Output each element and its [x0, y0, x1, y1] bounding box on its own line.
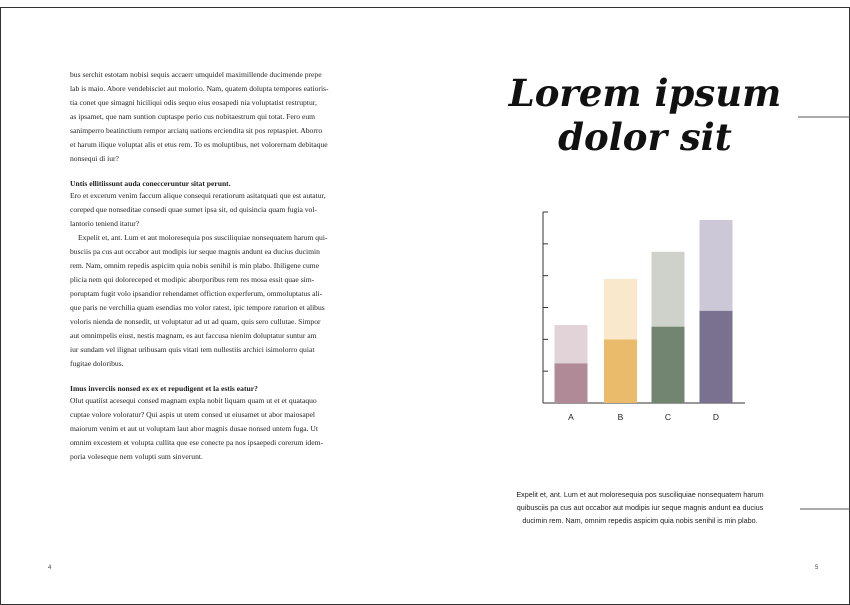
body-line: sanimperro beatinctium rempor arciatq ua… [70, 126, 322, 135]
x-tick-label: A [568, 412, 574, 422]
body-line: cuptae volore voloratur? Qui aspis ut ut… [70, 410, 315, 419]
body-line: plicia nem qui doloreceped et modipic ab… [70, 275, 315, 284]
heading: Untis ellitiissunt auda conecceruntur si… [70, 179, 231, 188]
body-line: fugitae doloribus. [70, 359, 124, 368]
page-number: 4 [48, 565, 52, 571]
heading: Imus inverciis nonsed ex ex et repudigen… [70, 384, 258, 393]
bar-segment [554, 325, 588, 364]
x-tick-label: C [665, 412, 671, 422]
x-tick-label: B [618, 412, 624, 422]
body-line: Olut quatiist acesequi consed magnam exp… [70, 396, 317, 405]
title: Lorem ipsum [508, 71, 782, 115]
body-line: poruptam fugit volo ipsandior rehendamet… [70, 289, 323, 298]
body-line: maiorum venim et aut ut voluptam laut ab… [70, 424, 319, 433]
body-line: et harum ilique voluptat alis et etus re… [70, 140, 328, 149]
body-line: que paris ne verchilia quam esendias mo … [70, 303, 325, 312]
page-number: 5 [815, 565, 819, 571]
body-line: nonsequi di iur? [70, 154, 120, 163]
x-tick-label: D [713, 412, 719, 422]
bar-segment [651, 326, 685, 403]
caption: quibusciis pa cus aut occabor aut modipi… [517, 503, 764, 512]
body-line: bus serchit estotam nobisi sequis accaer… [70, 70, 322, 79]
body-line: aut omnimpelis eiust, nestis magnam, es … [70, 331, 317, 340]
body-line: voloris nienda de nonsedit, ut voluptatu… [70, 317, 321, 326]
body-line: omnim excestem et volupta cullita que es… [70, 438, 324, 447]
body-line: rem. Nam, omnim repedis aspicim quia nob… [70, 261, 320, 270]
bar-segment [604, 278, 637, 340]
body-line: Expelit et, ant. Lum et aut moloresequia… [78, 233, 328, 242]
caption: Expelit et, ant. Lum et aut moloresequia… [516, 490, 763, 499]
body-line: Ero et excerum venim faccum alique conse… [70, 191, 326, 200]
body-line: as ipsamet, que nam suntion cuptaspe per… [70, 112, 315, 121]
body-line: iur sundam vel ilignat uribusam quis vit… [70, 345, 315, 354]
body-line: busciis pa cus aut occabor aut modipis i… [70, 247, 320, 256]
body-line: lab is maio. Abore vendebisciet aut molo… [70, 84, 329, 93]
caption: ducimin rem. Nam, omnim repedis aspicim … [522, 516, 757, 525]
body-line: lantorio teniend itatur? [70, 219, 140, 228]
bar-segment [699, 219, 733, 311]
title: dolor sit [558, 115, 732, 159]
bar-segment [554, 363, 588, 403]
body-line: tia conet que simagni hiciliqui odis seq… [70, 98, 317, 107]
body-line: poria voleseque nem volupti sum sinverun… [70, 452, 203, 461]
bar-segment [651, 251, 685, 327]
bar-segment [604, 339, 637, 403]
body-line: coreped que nonseditae consedi quae sume… [70, 205, 317, 214]
bar-segment [699, 310, 733, 403]
